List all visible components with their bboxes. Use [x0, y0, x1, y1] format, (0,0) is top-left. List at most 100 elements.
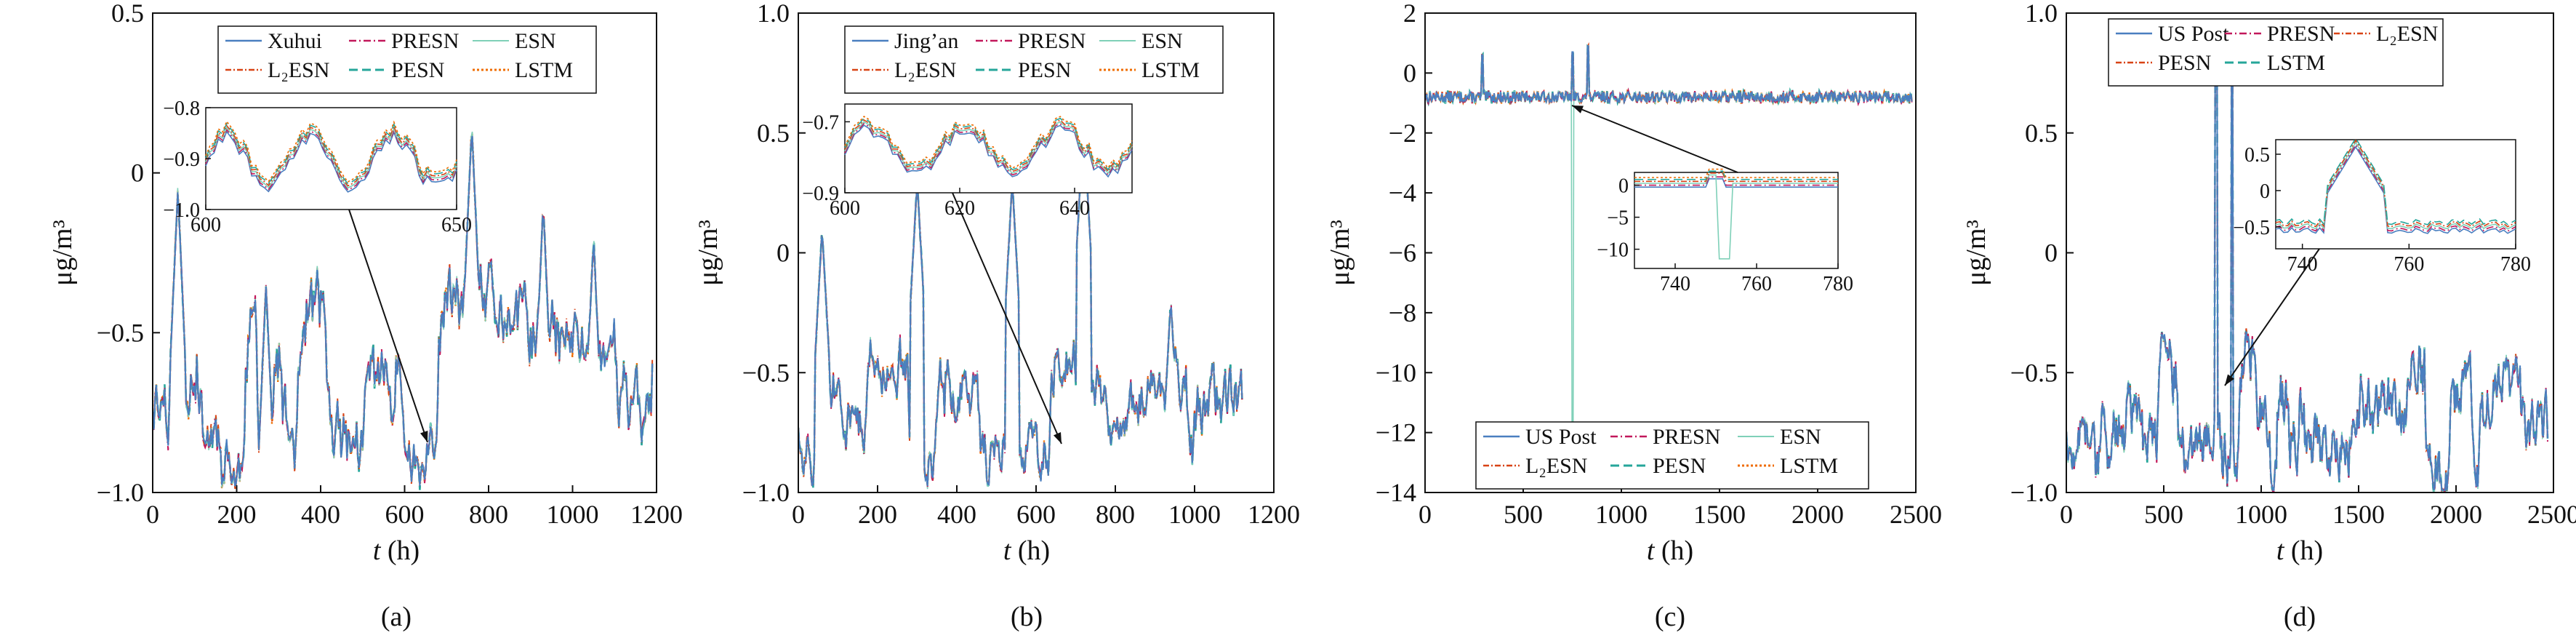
y-tick-label: −1.0 [742, 478, 790, 507]
inset-frame [1634, 172, 1839, 269]
y-tick-label: −1.0 [2010, 478, 2058, 507]
inset-y-tick-label: −5 [1607, 207, 1629, 230]
series-lines [153, 131, 654, 490]
legend-entry: LSTM [2267, 51, 2325, 75]
zoom-arrow-head [1572, 105, 1584, 113]
series-line-us-post [2066, 24, 2548, 491]
inset-x-tick-label: 760 [2394, 253, 2424, 276]
panel-label: (a) [381, 602, 412, 632]
inset-series-line [2275, 139, 2516, 228]
inset-y-tick-label: −10 [1597, 239, 1629, 262]
inset-frame [2275, 139, 2516, 250]
inset-series-line [1634, 178, 1838, 188]
y-tick-label: 2 [1403, 0, 1416, 28]
y-axis-label: μg/m³ [47, 220, 78, 286]
legend-entry: ESN [515, 29, 556, 53]
inset-series-line [1634, 170, 1838, 180]
x-tick-label: 1200 [630, 500, 683, 529]
y-tick-label: −2 [1389, 119, 1416, 148]
legend-entry: L₂ESN [268, 58, 329, 82]
x-tick-label: 1500 [2332, 500, 2385, 529]
y-tick-label: −1.0 [97, 478, 144, 507]
y-tick-label: 0 [1403, 58, 1416, 87]
x-tick-label: 600 [385, 500, 425, 529]
legend-entry: PRESN [1018, 29, 1086, 53]
inset-series-line [844, 117, 1133, 171]
inset: 740 760 780 0 −5 −10 [1597, 168, 1853, 295]
series-line-jing-an [798, 127, 1243, 487]
series-lines [1425, 41, 1913, 487]
x-axis-label: t (h) [1003, 535, 1050, 566]
legend-box [217, 25, 597, 94]
x-tick-label: 200 [217, 500, 257, 529]
inset-x-tick-label: 780 [2500, 253, 2531, 276]
y-tick-label: −6 [1389, 239, 1416, 268]
series-line-us-post [1425, 45, 1913, 105]
legend: Xuhui PRESN ESN L₂ESN PESN LSTM [217, 25, 597, 94]
y-tick-label: 1.0 [2025, 0, 2058, 28]
y-tick-label: −0.5 [2010, 358, 2058, 387]
panel-label: (d) [2284, 602, 2316, 632]
y-tick-label: 0 [2045, 239, 2058, 268]
inset-x-tick-label: 760 [1741, 273, 1772, 295]
x-tick-label: 1200 [1248, 500, 1300, 529]
inset-y-tick-label: −1.0 [163, 199, 200, 222]
inset-x-tick-label: 640 [1059, 197, 1090, 220]
legend-entry: L₂ESN [1525, 454, 1587, 478]
x-tick-label: 200 [858, 500, 897, 529]
x-tick-label: 2500 [1890, 500, 1942, 529]
series-lines [798, 126, 1243, 490]
y-tick-label: 0 [131, 159, 144, 188]
x-tick-label: 600 [1016, 500, 1056, 529]
y-axis-label: μg/m³ [1325, 220, 1355, 286]
legend-entry: LSTM [1141, 58, 1200, 82]
inset-x-tick-label: 780 [1823, 273, 1853, 295]
x-tick-label: 0 [146, 500, 159, 529]
inset-series-line [844, 115, 1133, 170]
inset-x-tick-label: 650 [441, 214, 472, 236]
inset-series-line [844, 119, 1133, 172]
zoom-arrow [1571, 105, 1738, 173]
inset-x-tick-label: 740 [2287, 253, 2318, 276]
x-tick-label: 500 [1504, 500, 1543, 529]
inset-series-line [844, 121, 1133, 175]
legend-entry: PRESN [1653, 425, 1720, 449]
legend-entry: PESN [1653, 454, 1706, 478]
legend: US Post PRESN ESN L₂ESN PESN LSTM [1475, 421, 1869, 490]
series-line-l-esn [153, 135, 654, 490]
y-tick-label: 0.5 [2025, 119, 2058, 148]
x-tick-label: 800 [469, 500, 508, 529]
inset-y-tick-label: 0.5 [2244, 144, 2270, 167]
x-tick-label: 1500 [1693, 500, 1746, 529]
x-axis-label: t (h) [1647, 535, 1693, 566]
inset-series-line [2275, 143, 2516, 232]
legend-entry: PESN [391, 58, 444, 82]
y-tick-label: −12 [1376, 418, 1416, 447]
legend-entry: LSTM [1780, 454, 1838, 478]
inset-series-line [1634, 172, 1838, 183]
zoom-arrow-head [420, 431, 428, 442]
legend-box [1475, 421, 1869, 490]
legend-box [844, 25, 1224, 94]
x-tick-label: 1000 [1168, 500, 1221, 529]
inset-y-tick-label: −0.7 [802, 111, 839, 134]
series-line-xuhui [153, 135, 654, 487]
inset-x-tick-label: 600 [190, 214, 221, 236]
y-tick-label: −14 [1376, 478, 1416, 507]
legend-entry: US Post [2158, 22, 2229, 46]
panel-2: 0 200 400 600 800 1000 1200 −1.0 −0.5 0 0.5 1.0 t (h… [693, 0, 1300, 632]
legend-entry: PESN [2158, 51, 2211, 75]
legend-entry: US Post [1525, 425, 1597, 449]
zoom-arrow [348, 209, 428, 443]
inset-y-tick-label: −0.9 [802, 183, 839, 205]
x-tick-label: 800 [1096, 500, 1135, 529]
x-axis-label: t (h) [373, 535, 420, 566]
inset-series-line [205, 120, 457, 183]
legend-entry: L₂ESN [894, 58, 956, 82]
inset-series-line [844, 124, 1133, 178]
x-axis-label: t (h) [2276, 535, 2323, 566]
inset-y-tick-label: −0.8 [163, 97, 200, 120]
y-tick-label: 1.0 [757, 0, 790, 28]
legend-box [2108, 18, 2444, 87]
x-tick-label: 2000 [1791, 500, 1844, 529]
